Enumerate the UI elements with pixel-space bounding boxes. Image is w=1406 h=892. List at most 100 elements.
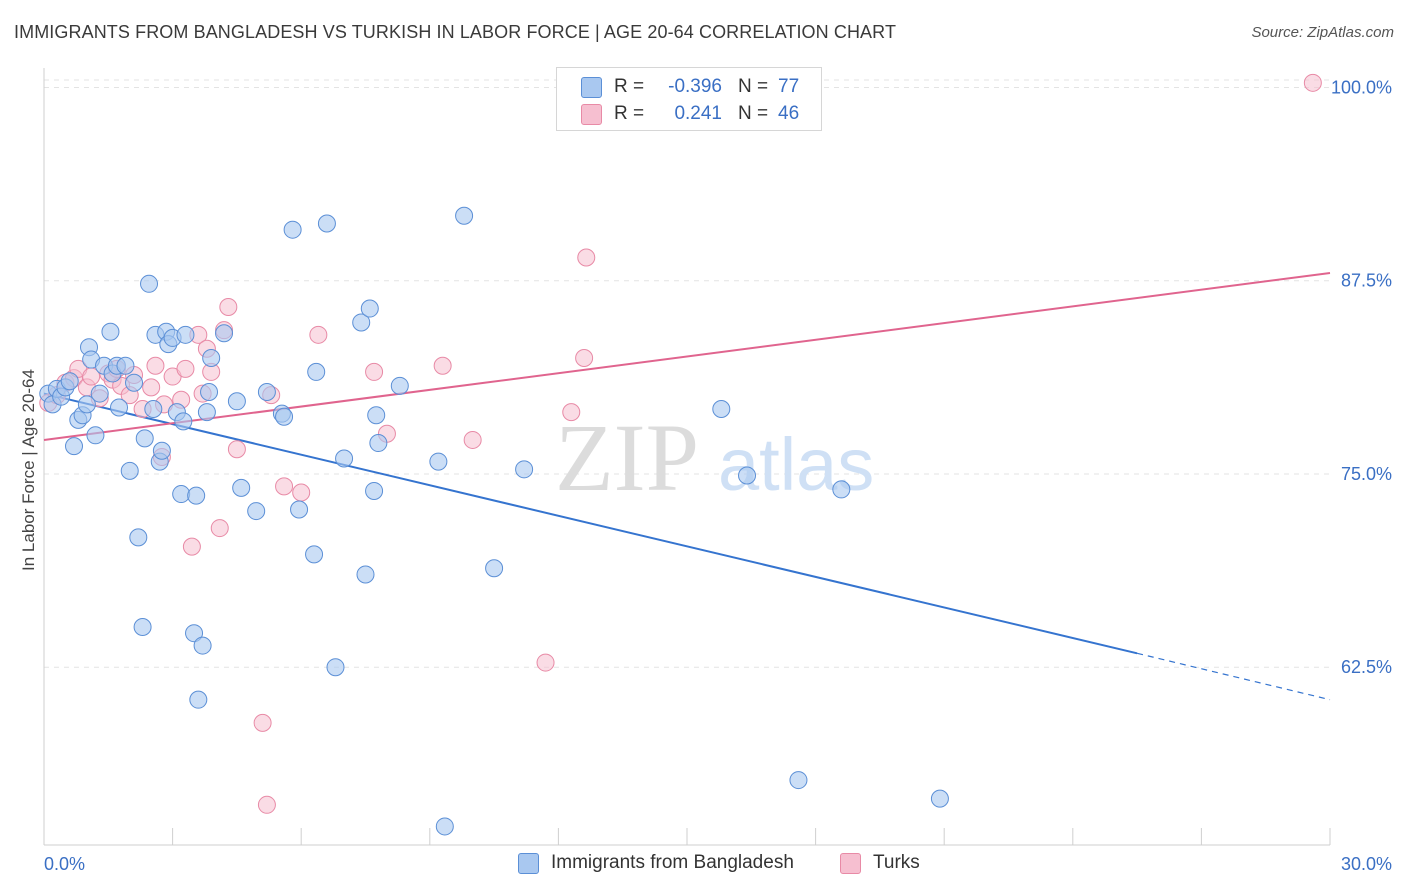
legend-row-bangladesh: R = -0.396 N = 77: [557, 74, 799, 100]
point-bangladesh: [189, 690, 208, 709]
point-turks: [176, 359, 195, 378]
point-bangladesh: [283, 220, 302, 239]
point-bangladesh: [789, 771, 808, 790]
point-turks: [219, 297, 238, 316]
point-bangladesh: [335, 449, 354, 468]
point-turks: [253, 713, 272, 732]
legend-swatch-blue: [581, 76, 602, 98]
point-turks: [210, 519, 229, 538]
point-bangladesh: [133, 618, 152, 637]
point-bangladesh: [101, 322, 120, 341]
legend-label-turks: Turks: [873, 852, 920, 873]
point-turks: [365, 362, 384, 381]
data-points: [39, 73, 1322, 836]
point-bangladesh: [227, 392, 246, 411]
point-bangladesh: [176, 325, 195, 344]
point-bangladesh: [305, 545, 324, 564]
point-bangladesh: [120, 461, 139, 480]
point-turks: [536, 653, 555, 672]
trend-line-bangladesh: [43, 392, 1138, 655]
legend-row-turks: R = 0.241 N = 46: [557, 101, 799, 127]
point-bangladesh: [369, 434, 388, 453]
point-turks: [433, 356, 452, 375]
legend-swatch-blue: [518, 852, 539, 874]
point-bangladesh: [290, 500, 309, 519]
legend-n-value: 46: [778, 103, 800, 124]
legend-item-bangladesh[interactable]: Immigrants from Bangladesh: [518, 852, 794, 874]
point-bangladesh: [77, 395, 96, 414]
point-turks: [292, 483, 311, 502]
chart-title: IMMIGRANTS FROM BANGLADESH VS TURKISH IN…: [14, 22, 897, 42]
point-bangladesh: [326, 658, 345, 677]
watermark-atlas: atlas: [718, 423, 874, 506]
point-bangladesh: [930, 789, 949, 808]
legend-swatch-pink: [581, 103, 602, 125]
point-bangladesh: [172, 485, 191, 504]
watermark-zip: ZIP: [555, 404, 699, 511]
legend-n-value: 77: [778, 76, 800, 97]
point-bangladesh: [390, 376, 409, 395]
point-bangladesh: [152, 441, 171, 460]
x-tick-label: 30.0%: [1341, 854, 1392, 874]
point-bangladesh: [116, 356, 135, 375]
point-bangladesh: [197, 403, 216, 422]
point-bangladesh: [185, 624, 204, 643]
trend-lines: [43, 271, 1331, 701]
y-tick-label: 62.5%: [1341, 657, 1392, 677]
x-tick-label: 0.0%: [44, 854, 85, 874]
point-turks: [463, 430, 482, 449]
legend-r-label: R =: [614, 76, 645, 97]
point-turks: [309, 325, 328, 344]
point-bangladesh: [187, 486, 206, 505]
trend-line-turks: [43, 271, 1331, 441]
legend-label-bangladesh: Immigrants from Bangladesh: [551, 852, 794, 873]
y-axis-label: In Labor Force | Age 20-64: [19, 369, 38, 571]
point-bangladesh: [232, 478, 251, 497]
watermark: ZIP atlas: [555, 404, 874, 511]
point-bangladesh: [215, 324, 234, 343]
point-bangladesh: [60, 372, 79, 391]
point-turks: [577, 248, 596, 267]
point-bangladesh: [257, 383, 276, 402]
point-bangladesh: [367, 406, 386, 425]
point-bangladesh: [360, 299, 379, 318]
point-turks: [275, 477, 294, 496]
point-turks: [257, 795, 276, 814]
legend-item-turks[interactable]: Turks: [840, 852, 920, 874]
point-bangladesh: [317, 214, 336, 233]
point-bangladesh: [144, 400, 163, 419]
point-bangladesh: [352, 313, 371, 332]
point-bangladesh: [712, 400, 731, 419]
grid-lines: [44, 79, 1330, 668]
point-bangladesh: [202, 349, 221, 368]
point-bangladesh: [307, 362, 326, 381]
stats-legend: R = -0.396 N = 77 R = 0.241 N = 46: [556, 67, 822, 131]
point-bangladesh: [832, 480, 851, 499]
y-tick-label: 75.0%: [1341, 464, 1392, 484]
point-bangladesh: [738, 466, 757, 485]
axes: [43, 68, 1331, 846]
point-bangladesh: [455, 206, 474, 225]
point-turks: [227, 440, 246, 459]
legend-r-value: -0.396: [668, 76, 722, 97]
point-turks: [575, 349, 594, 368]
legend-swatch-pink: [840, 852, 861, 874]
y-tick-label: 87.5%: [1341, 271, 1392, 291]
trend-line-bangladesh-extrapolated: [1136, 652, 1331, 701]
y-tick-label: 100.0%: [1331, 77, 1392, 97]
tick-labels: 62.5% 75.0% 87.5% 100.0% 0.0% 30.0%: [44, 77, 1392, 874]
point-bangladesh: [247, 502, 266, 521]
point-bangladesh: [140, 274, 159, 293]
point-turks: [562, 403, 581, 422]
point-bangladesh: [129, 528, 148, 547]
point-bangladesh: [515, 460, 534, 479]
legend-n-label: N =: [738, 103, 769, 124]
point-bangladesh: [174, 412, 193, 431]
point-turks: [182, 537, 201, 556]
source-credit: Source: ZipAtlas.com: [1251, 24, 1394, 41]
point-bangladesh: [86, 426, 105, 445]
point-turks: [146, 356, 165, 375]
point-turks: [1303, 73, 1322, 92]
point-bangladesh: [193, 636, 212, 655]
